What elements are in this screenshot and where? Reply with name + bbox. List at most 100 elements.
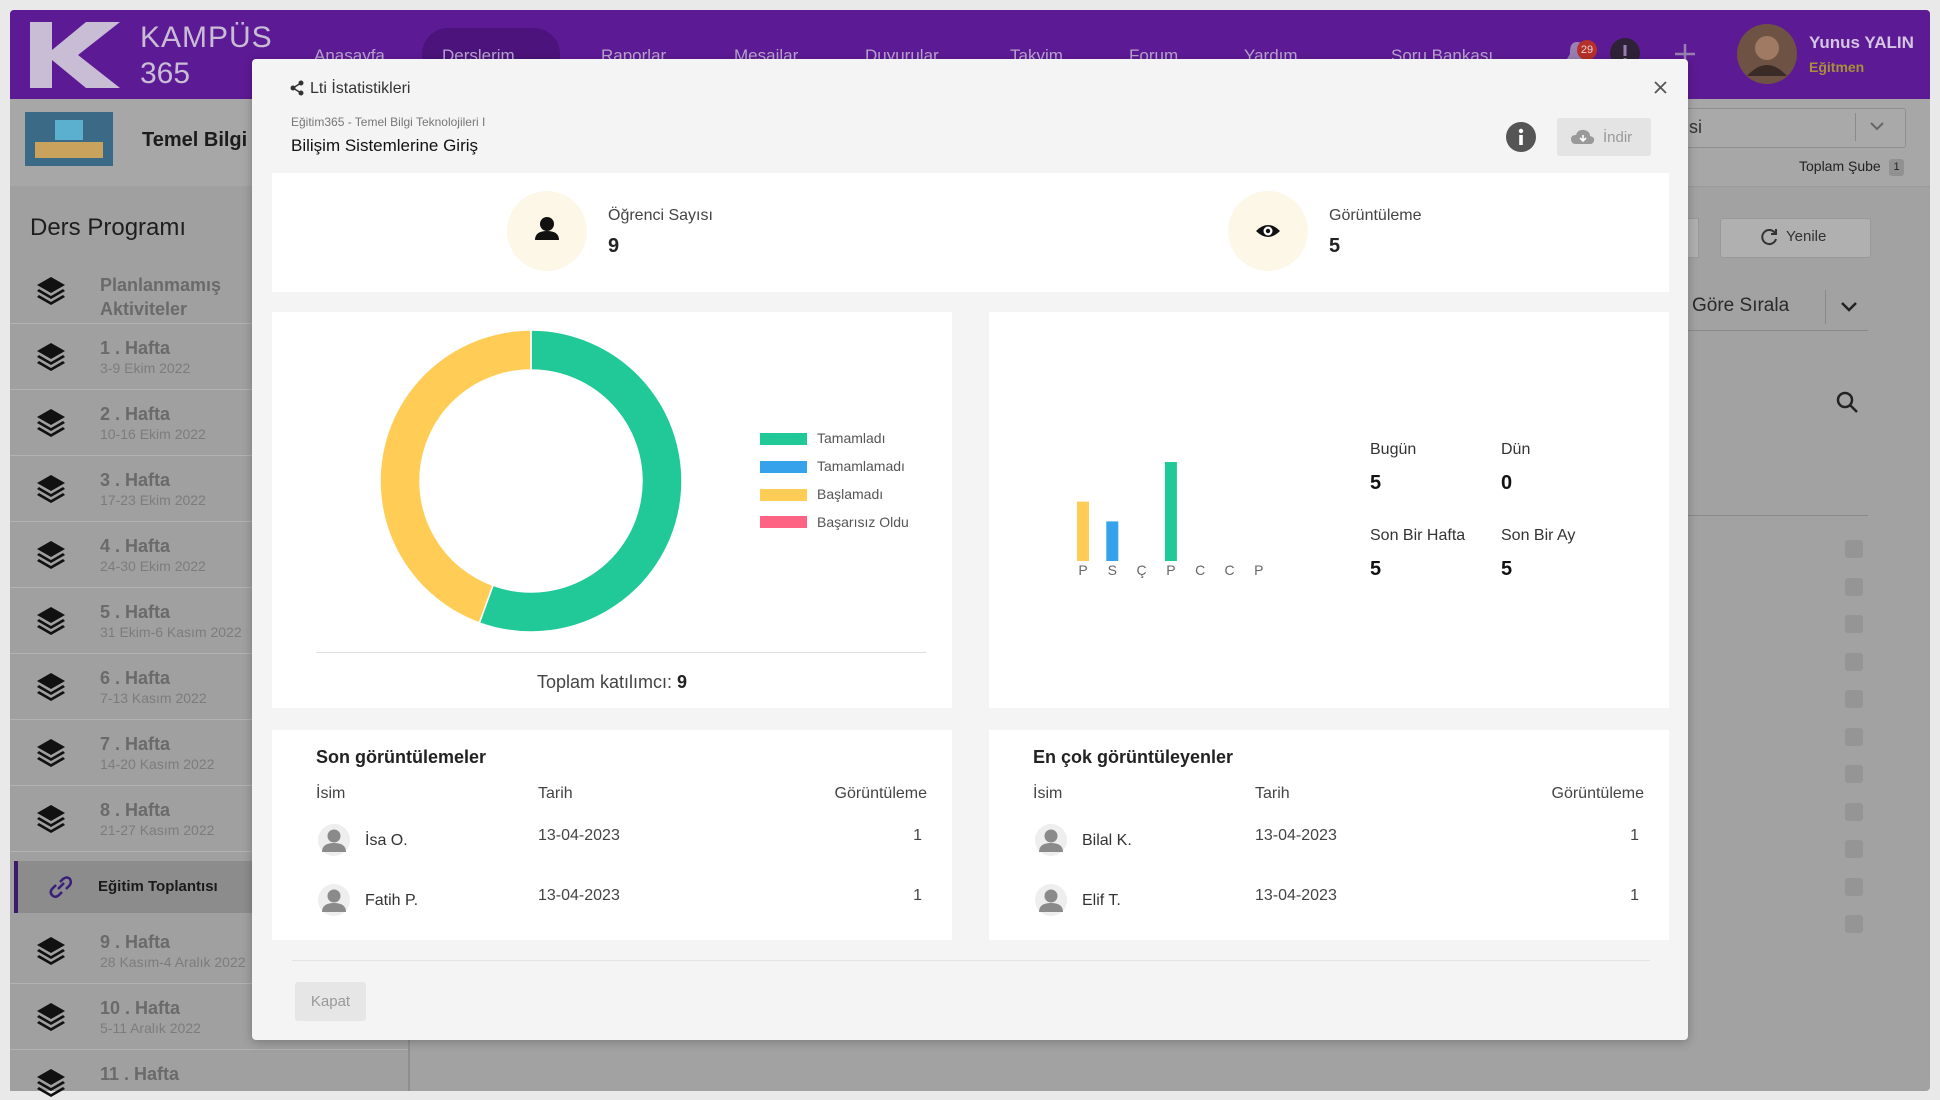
legend-swatch [760,460,807,473]
layers-icon [37,805,65,833]
row-name: Elif T. [1082,892,1121,910]
sidebar-item-label: 5 . Hafta [100,601,171,622]
sidebar-item[interactable] [10,983,408,1050]
sidebar-item-label: 2 . Hafta [100,403,171,424]
legend-label: Tamamlamadı [817,458,905,475]
course-select[interactable] [1676,108,1906,148]
period-label: Son Bir Ay [1501,527,1576,545]
period-label: Dün [1501,441,1531,459]
layers-icon [37,277,65,305]
sidebar-item-label: 8 . Hafta [100,799,171,820]
close-icon[interactable] [1654,81,1667,94]
refresh-button[interactable] [1720,218,1871,258]
total-label: Toplam katılımcı: [536,672,678,692]
layers-icon [37,1003,65,1031]
branch-count: 1 [1889,159,1904,176]
sort-label[interactable]: Göre Sırala [1692,295,1790,317]
x-tick-label: C [1224,562,1234,578]
sidebar-item-label: 3 . Hafta [100,469,171,490]
sidebar-item-date: 7-13 Kasım 2022 [100,690,207,707]
download-label: İndir [1603,128,1633,146]
checkbox[interactable] [1845,915,1863,933]
close-button[interactable]: Kapat [295,982,366,1021]
sidebar-item[interactable] [10,257,408,324]
donut-segment [478,329,683,633]
sidebar-item[interactable] [10,719,408,786]
user-name[interactable]: Yunus YALIN [1809,33,1914,53]
checkbox[interactable] [1845,577,1863,596]
sidebar-item-date: 14-20 Kasım 2022 [100,756,215,773]
sidebar-item[interactable] [10,785,408,852]
stat-icon [507,191,587,271]
modal-heading: Bilişim Sistemlerine Giriş [291,136,479,156]
branch-label: Toplam Şube [1799,158,1881,175]
layers-icon [37,409,65,437]
x-tick-label: C [1195,562,1205,578]
checkbox[interactable] [1845,802,1863,821]
sidebar-item[interactable] [10,521,408,588]
course-title: Temel Bilgi [142,128,248,151]
column-header: İsim [316,785,346,803]
brand-name: KAMPÜS [140,21,273,55]
stat-value: 9 [608,234,620,257]
row-views: 1 [1630,887,1639,905]
legend-swatch [760,433,807,445]
checkbox[interactable] [1845,840,1863,858]
row-date: 13-04-2023 [538,827,620,845]
checkbox[interactable] [1845,690,1863,708]
bar [1106,521,1119,561]
stat-value: 5 [1329,234,1341,257]
sidebar-item-label: Eğitim Toplantısı [98,877,218,895]
modal-title: Lti İstatistikleri [310,80,411,98]
column-header: Tarih [538,785,573,803]
sidebar-item[interactable] [10,1049,408,1100]
donut-separator [316,652,926,653]
column-header: Görüntüleme [1551,785,1645,803]
sidebar-item[interactable] [10,587,408,654]
checkbox[interactable] [1845,652,1863,671]
sidebar-item[interactable] [10,917,408,984]
layers-icon [37,607,65,635]
bar-card [989,312,1669,708]
layers-icon [37,475,65,503]
table-card [989,730,1669,940]
info-icon [1506,122,1536,152]
sidebar-item-date: 5-11 Aralık 2022 [100,1020,201,1037]
course-select-value: si [1689,116,1702,137]
sidebar-item-date: 3-9 Ekim 2022 [100,360,191,377]
sort-divider [1825,290,1826,324]
checkbox[interactable] [1845,765,1863,783]
legend-label: Başarısız Oldu [817,513,909,530]
user-avatar-small [318,824,350,856]
sidebar-item[interactable] [10,455,408,522]
sidebar-item[interactable] [10,323,408,390]
search-icon [1836,391,1858,413]
total-participants: Toplam katılımcı: 9 [537,670,687,694]
x-tick-label: S [1108,562,1117,578]
legend-label: Tamamladı [817,430,886,447]
sidebar-item-label: 7 . Hafta [100,733,171,754]
checkbox[interactable] [1845,877,1863,896]
row-date: 13-04-2023 [1255,887,1337,905]
sidebar-item-date: 21-27 Kasım 2022 [100,822,215,839]
sidebar-item[interactable] [10,653,408,720]
legend-swatch [760,516,807,529]
select-chevron [1870,122,1884,131]
checkbox[interactable] [1845,727,1863,746]
period-value: 5 [1370,557,1382,580]
layers-icon [37,673,65,701]
notification-badge[interactable]: 29 [1577,40,1597,60]
link-icon [49,876,73,899]
sidebar-item-label: 11 . Hafta [100,1063,180,1084]
checkbox[interactable] [1845,615,1863,633]
select-divider [1855,113,1856,141]
layers-icon [37,937,65,965]
legend-label: Başlamadı [817,485,884,502]
sidebar-item[interactable] [10,389,408,456]
checkbox[interactable] [1845,540,1863,558]
layers-icon [37,343,65,371]
sidebar-item-date: 17-23 Ekim 2022 [100,492,206,509]
period-value: 0 [1501,471,1513,494]
row-name: Fatih P. [365,892,419,910]
